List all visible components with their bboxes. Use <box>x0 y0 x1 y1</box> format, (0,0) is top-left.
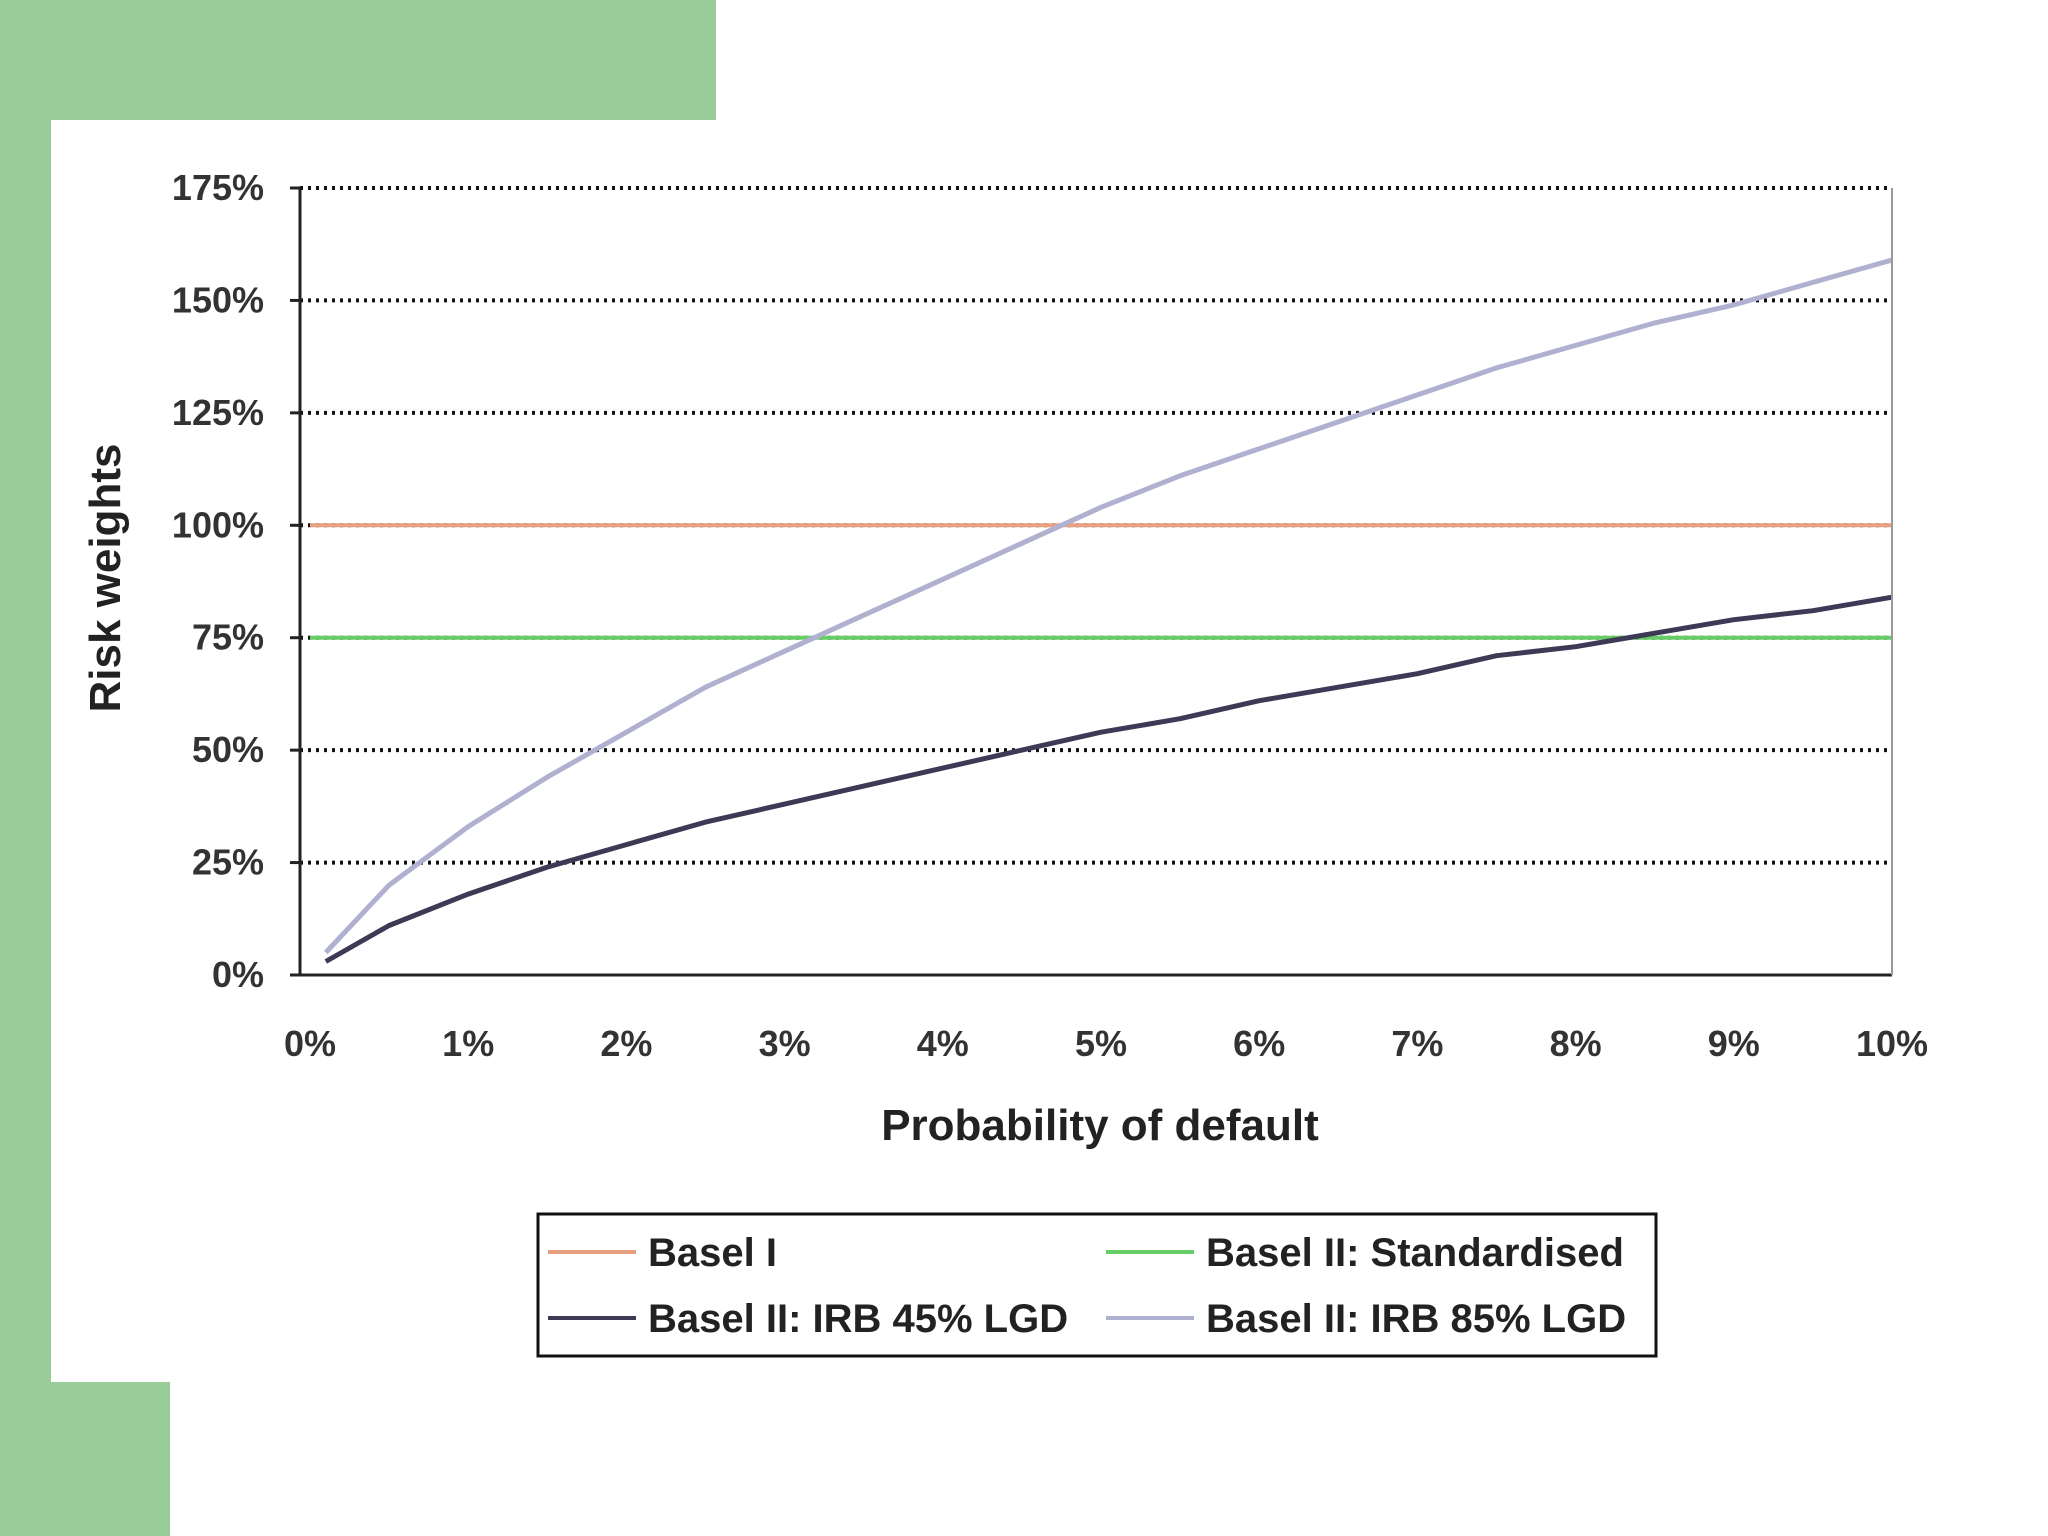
axes <box>298 188 1893 977</box>
x-tick-label: 1% <box>442 1023 494 1064</box>
decor-green-bottom-block <box>0 1382 170 1536</box>
y-tick-label: 175% <box>172 167 264 208</box>
legend-label-3: Basel II: IRB 85% LGD <box>1206 1297 1626 1341</box>
x-tick-labels: 0% 1% 2% 3% 4% 5% 6% 7% 8% 9% 10% <box>284 1023 1928 1064</box>
decor-green-left-band <box>0 0 51 1536</box>
series-line-3 <box>323 257 1893 955</box>
x-tick-label: 2% <box>600 1023 652 1064</box>
y-tick-label: 150% <box>172 279 264 320</box>
series-line-2 <box>324 594 1893 964</box>
y-tick-label: 125% <box>172 392 264 433</box>
x-tick-label: 3% <box>759 1023 811 1064</box>
x-tick-label: 10% <box>1856 1023 1928 1064</box>
x-tick-label: 4% <box>917 1023 969 1064</box>
y-tick-label: 75% <box>192 617 264 658</box>
x-tick-label: 6% <box>1233 1023 1285 1064</box>
x-tick-label: 5% <box>1075 1023 1127 1064</box>
decor-green-top-band <box>0 0 716 120</box>
y-axis-title: Risk weights <box>81 444 130 713</box>
y-tick-label: 0% <box>212 954 264 995</box>
x-tick-label: 9% <box>1708 1023 1760 1064</box>
x-axis-title: Probability of default <box>881 1101 1319 1150</box>
legend-label-2: Basel II: IRB 45% LGD <box>648 1297 1068 1341</box>
series-lines <box>310 257 1893 964</box>
y-tick-label: 100% <box>172 504 264 545</box>
legend-label-0: Basel I <box>648 1231 777 1275</box>
x-tick-label: 0% <box>284 1023 336 1064</box>
legend-box <box>536 1212 1658 1358</box>
y-tick-label: 50% <box>192 729 264 770</box>
legend: Basel I Basel II: Standardised Basel II: I… <box>536 1212 1658 1358</box>
y-tick-label: 25% <box>192 842 264 883</box>
legend-label-1: Basel II: Standardised <box>1206 1231 1624 1275</box>
x-tick-label: 7% <box>1391 1023 1443 1064</box>
y-tick-labels: 0% 25% 50% 75% 100% 125% 150% 175% <box>172 167 300 995</box>
x-tick-label: 8% <box>1550 1023 1602 1064</box>
